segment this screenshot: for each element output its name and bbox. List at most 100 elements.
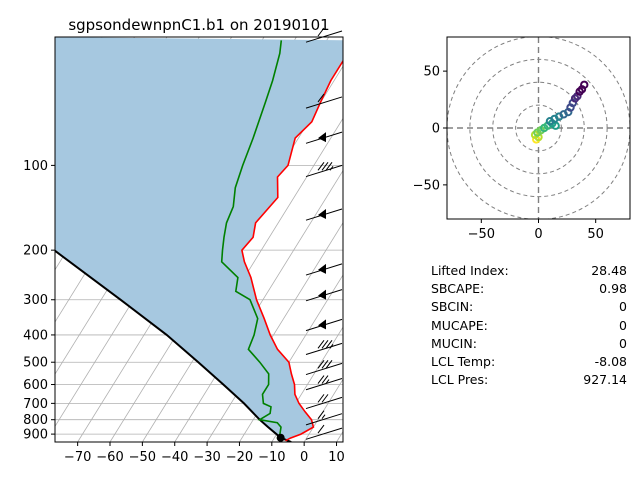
wind-barb-half xyxy=(329,344,334,349)
stat-value: 0 xyxy=(619,317,627,333)
wind-barb-staff xyxy=(305,342,343,356)
stat-value: 0 xyxy=(619,299,627,315)
stat-value: 28.48 xyxy=(591,263,627,278)
wind-barb-full xyxy=(321,162,329,171)
wind-barb-staff xyxy=(305,164,343,178)
wind-barb-half xyxy=(329,166,334,171)
stat-label: SBCAPE: xyxy=(431,281,485,297)
hodograph-x-tick-label: 0 xyxy=(534,227,542,242)
hodograph-y-tick-label: −50 xyxy=(413,178,440,193)
wind-barb-full xyxy=(325,340,333,349)
isotherm-gridline xyxy=(142,117,343,442)
temperature-line xyxy=(241,59,343,442)
x-tick-label: 0 xyxy=(300,450,308,465)
stat-label: MUCAPE: xyxy=(431,317,488,333)
wind-barb-half xyxy=(325,379,330,384)
wind-barb-flag xyxy=(318,289,326,300)
hodograph-y-tick-label: 50 xyxy=(423,65,440,80)
stat-row-sbcape: SBCAPE: 0.98 xyxy=(431,280,627,298)
wind-barb-full xyxy=(317,93,325,103)
dewpoint-line xyxy=(220,40,283,442)
stat-value: 0 xyxy=(619,335,627,351)
wind-barb xyxy=(305,131,343,144)
wind-barb-staff xyxy=(305,96,343,109)
x-tick-label: −20 xyxy=(226,450,253,465)
stat-label: LCL Pres: xyxy=(431,372,489,388)
wind-barb xyxy=(305,318,343,332)
wind-barb-flag xyxy=(318,263,326,274)
wind-barb xyxy=(305,27,343,43)
skewt-plot-area xyxy=(55,37,343,442)
wind-barb-full xyxy=(321,375,329,384)
wind-barb xyxy=(305,93,343,109)
y-tick-label: 400 xyxy=(23,328,48,343)
cin-shaded-area xyxy=(55,37,343,442)
x-tick-label: −40 xyxy=(161,450,188,465)
wind-barb xyxy=(305,410,343,426)
chart-title: sgpsondewnpnC1.b1 on 20190101 xyxy=(68,16,329,34)
wind-barb-flag xyxy=(318,132,326,143)
wind-barb xyxy=(305,263,343,276)
hodograph-x-tick-label: 50 xyxy=(587,227,604,242)
wind-barb-full xyxy=(317,27,325,37)
stat-row-lcl-temp: LCL Temp: -8.08 xyxy=(431,353,627,371)
wind-barb xyxy=(305,208,343,221)
stat-row-lifted-index: Lifted Index: 28.48 xyxy=(431,262,627,280)
wind-barb-full xyxy=(317,424,325,434)
wind-barb-half xyxy=(321,414,326,420)
wind-barb-full xyxy=(321,360,329,369)
stat-row-mucape: MUCAPE: 0 xyxy=(431,317,627,335)
y-tick-label: 500 xyxy=(23,356,48,371)
wind-barb-staff xyxy=(305,413,343,426)
y-tick-label: 600 xyxy=(23,378,48,393)
hodograph-y-tick-label: 0 xyxy=(432,122,440,137)
parcel-profile-line xyxy=(55,249,292,442)
stat-label: Lifted Index: xyxy=(431,263,509,278)
stats-panel: Lifted Index: 28.48 SBCAPE: 0.98 SBCIN: … xyxy=(431,262,627,389)
wind-barb-full xyxy=(317,375,325,384)
x-tick-label: −70 xyxy=(64,450,91,465)
wind-barb-full xyxy=(317,394,325,403)
skewt-axes-frame xyxy=(54,36,344,443)
stat-label: SBCIN: xyxy=(431,299,474,315)
hodograph-x-tick-label: −50 xyxy=(468,227,495,242)
x-tick-label: −60 xyxy=(96,450,123,465)
x-tick-label: 10 xyxy=(328,450,345,465)
wind-barb-staff xyxy=(305,362,343,376)
stat-value: 0.98 xyxy=(599,281,627,297)
wind-barb-staff xyxy=(305,30,343,43)
wind-barb xyxy=(305,375,343,391)
stat-label: MUCIN: xyxy=(431,335,477,351)
y-tick-label: 300 xyxy=(23,293,48,308)
stat-value: 927.14 xyxy=(583,372,627,388)
x-tick-label: −50 xyxy=(129,450,156,465)
stat-value: -8.08 xyxy=(594,354,627,370)
hodograph-point xyxy=(580,80,589,89)
x-tick-label: −10 xyxy=(258,450,285,465)
wind-barb xyxy=(305,424,343,440)
stat-row-sbcin: SBCIN: 0 xyxy=(431,298,627,316)
wind-barb-full xyxy=(317,360,325,369)
wind-barb-flag xyxy=(318,208,326,219)
wind-barb xyxy=(305,340,343,356)
wind-barb-staff xyxy=(305,427,343,440)
hodograph-area xyxy=(447,37,630,219)
y-tick-label: 100 xyxy=(23,159,48,174)
wind-barb-staff xyxy=(305,378,343,391)
wind-barb-full xyxy=(317,162,325,171)
wind-barb xyxy=(305,162,343,178)
stat-row-mucin: MUCIN: 0 xyxy=(431,335,627,353)
wind-barb xyxy=(305,394,343,410)
hodograph-plot: −50 −50 0 0 50 50 xyxy=(413,36,631,242)
wind-barb-full xyxy=(321,340,329,349)
isotherm-gridline xyxy=(271,326,343,442)
wind-barb-full xyxy=(325,360,333,369)
y-tick-label: 700 xyxy=(23,397,48,412)
wind-barb-full xyxy=(325,162,333,171)
y-tick-label: 800 xyxy=(23,413,48,428)
stat-label: LCL Temp: xyxy=(431,354,496,370)
y-tick-label: 900 xyxy=(23,428,48,443)
lcl-marker xyxy=(276,433,285,442)
